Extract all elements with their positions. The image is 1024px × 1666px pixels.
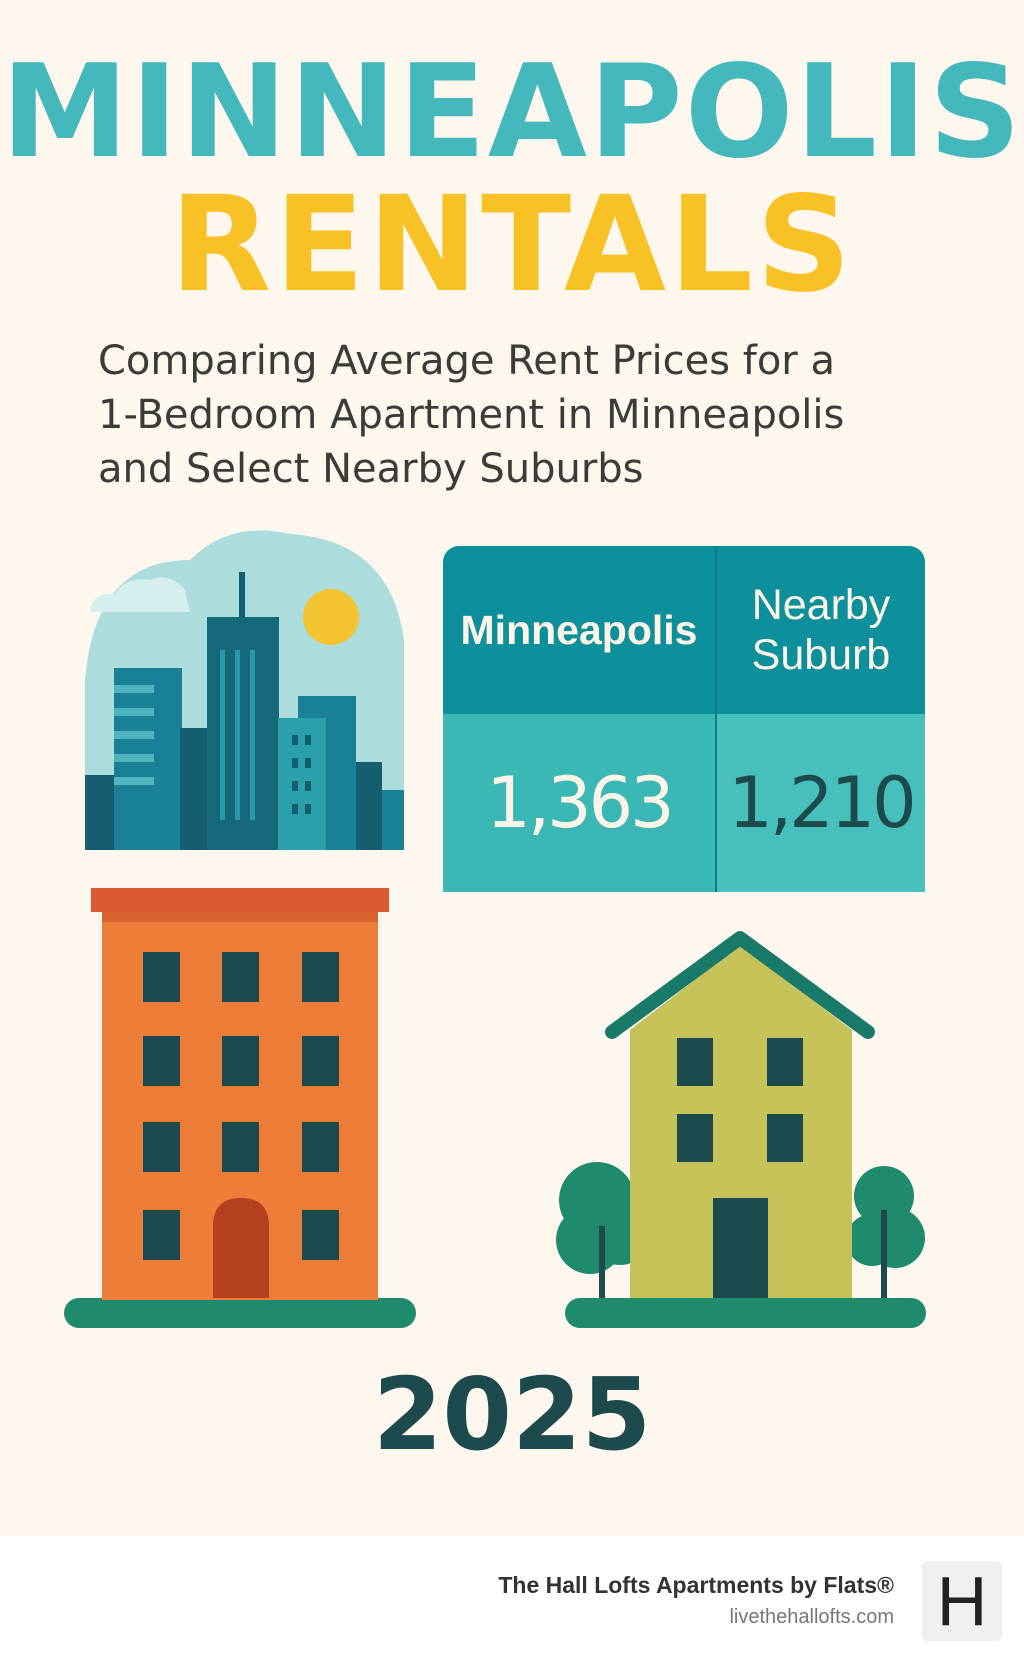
apartment-building-icon bbox=[64, 888, 416, 1328]
year-label: 2025 bbox=[372, 1356, 652, 1473]
header-line: Nearby bbox=[751, 581, 891, 629]
city-skyline-icon bbox=[85, 530, 404, 850]
footer-brand: The Hall Lofts Apartments by Flats® bbox=[498, 1572, 894, 1598]
footer bbox=[0, 1536, 1024, 1666]
column-divider bbox=[715, 546, 717, 892]
subtitle: Comparing Average Rent Prices for a 1-Be… bbox=[98, 334, 958, 496]
title-line-2: RENTALS bbox=[169, 168, 855, 322]
rent-comparison-table: Minneapolis Nearby Suburb 1,363 1,210 bbox=[443, 546, 925, 892]
subtitle-line: 1-Bedroom Apartment in Minneapolis bbox=[98, 392, 845, 438]
suburban-house-icon bbox=[556, 931, 926, 1328]
header-line: Suburb bbox=[751, 631, 891, 679]
title-line-1: MINNEAPOLIS bbox=[1, 38, 1023, 187]
footer-url[interactable]: livethehallofts.com bbox=[729, 1606, 894, 1628]
value-minneapolis: 1,363 bbox=[443, 714, 715, 892]
subtitle-line: Comparing Average Rent Prices for a bbox=[98, 338, 835, 384]
subtitle-line: and Select Nearby Suburbs bbox=[98, 446, 644, 492]
value-nearby-suburb: 1,210 bbox=[717, 714, 925, 892]
column-header-nearby-suburb: Nearby Suburb bbox=[717, 546, 925, 714]
column-header-minneapolis: Minneapolis bbox=[443, 546, 715, 714]
brand-logo: H bbox=[922, 1561, 1002, 1641]
